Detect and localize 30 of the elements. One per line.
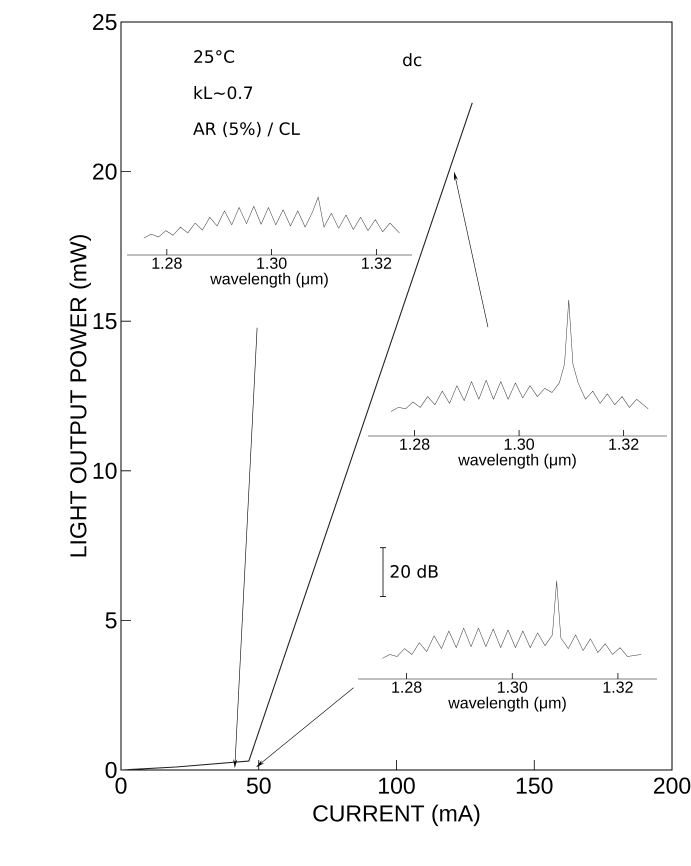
x-tick-label: 1.32 xyxy=(362,258,392,269)
y-axis-title: LIGHT OUTPUT POWER (mW) xyxy=(70,235,92,556)
annotation: 25°C xyxy=(194,50,234,63)
x-tick-label: 1.28 xyxy=(400,438,430,450)
y-tick-label: 0 xyxy=(106,762,117,778)
annotation: AR (5%) / CL xyxy=(193,122,300,138)
x-tick-label: 1.28 xyxy=(392,682,422,693)
annotation: kL∼0.7 xyxy=(194,86,252,100)
x-tick-label: 50 xyxy=(246,778,271,794)
x-tick-label: 150 xyxy=(516,778,553,794)
annotation: dc xyxy=(403,53,422,66)
x-tick-label: 1.32 xyxy=(604,682,633,693)
x-axis-title: wavelength (μm) xyxy=(210,272,328,288)
y-tick-label: 15 xyxy=(94,313,116,330)
x-tick-label: 1.32 xyxy=(609,438,638,450)
y-tick-label: 5 xyxy=(106,612,116,628)
x-axis-title: wavelength (μm) xyxy=(458,454,576,469)
y-tick-label: 20 xyxy=(93,163,117,180)
x-tick-label: 200 xyxy=(654,778,690,794)
x-tick-label: 100 xyxy=(379,778,415,794)
x-axis-title: CURRENT (mA) xyxy=(313,804,480,826)
x-tick-label: 0 xyxy=(116,778,127,794)
x-tick-label: 1.30 xyxy=(257,258,287,269)
y-tick-label: 10 xyxy=(94,462,117,479)
y-tick-label: 25 xyxy=(93,14,116,30)
annotation: 20 dB xyxy=(390,564,438,578)
x-tick-label: 1.30 xyxy=(504,438,534,450)
x-tick-label: 1.28 xyxy=(152,258,182,269)
x-tick-label: 1.30 xyxy=(498,682,528,693)
x-axis-title: wavelength (μm) xyxy=(448,696,566,712)
